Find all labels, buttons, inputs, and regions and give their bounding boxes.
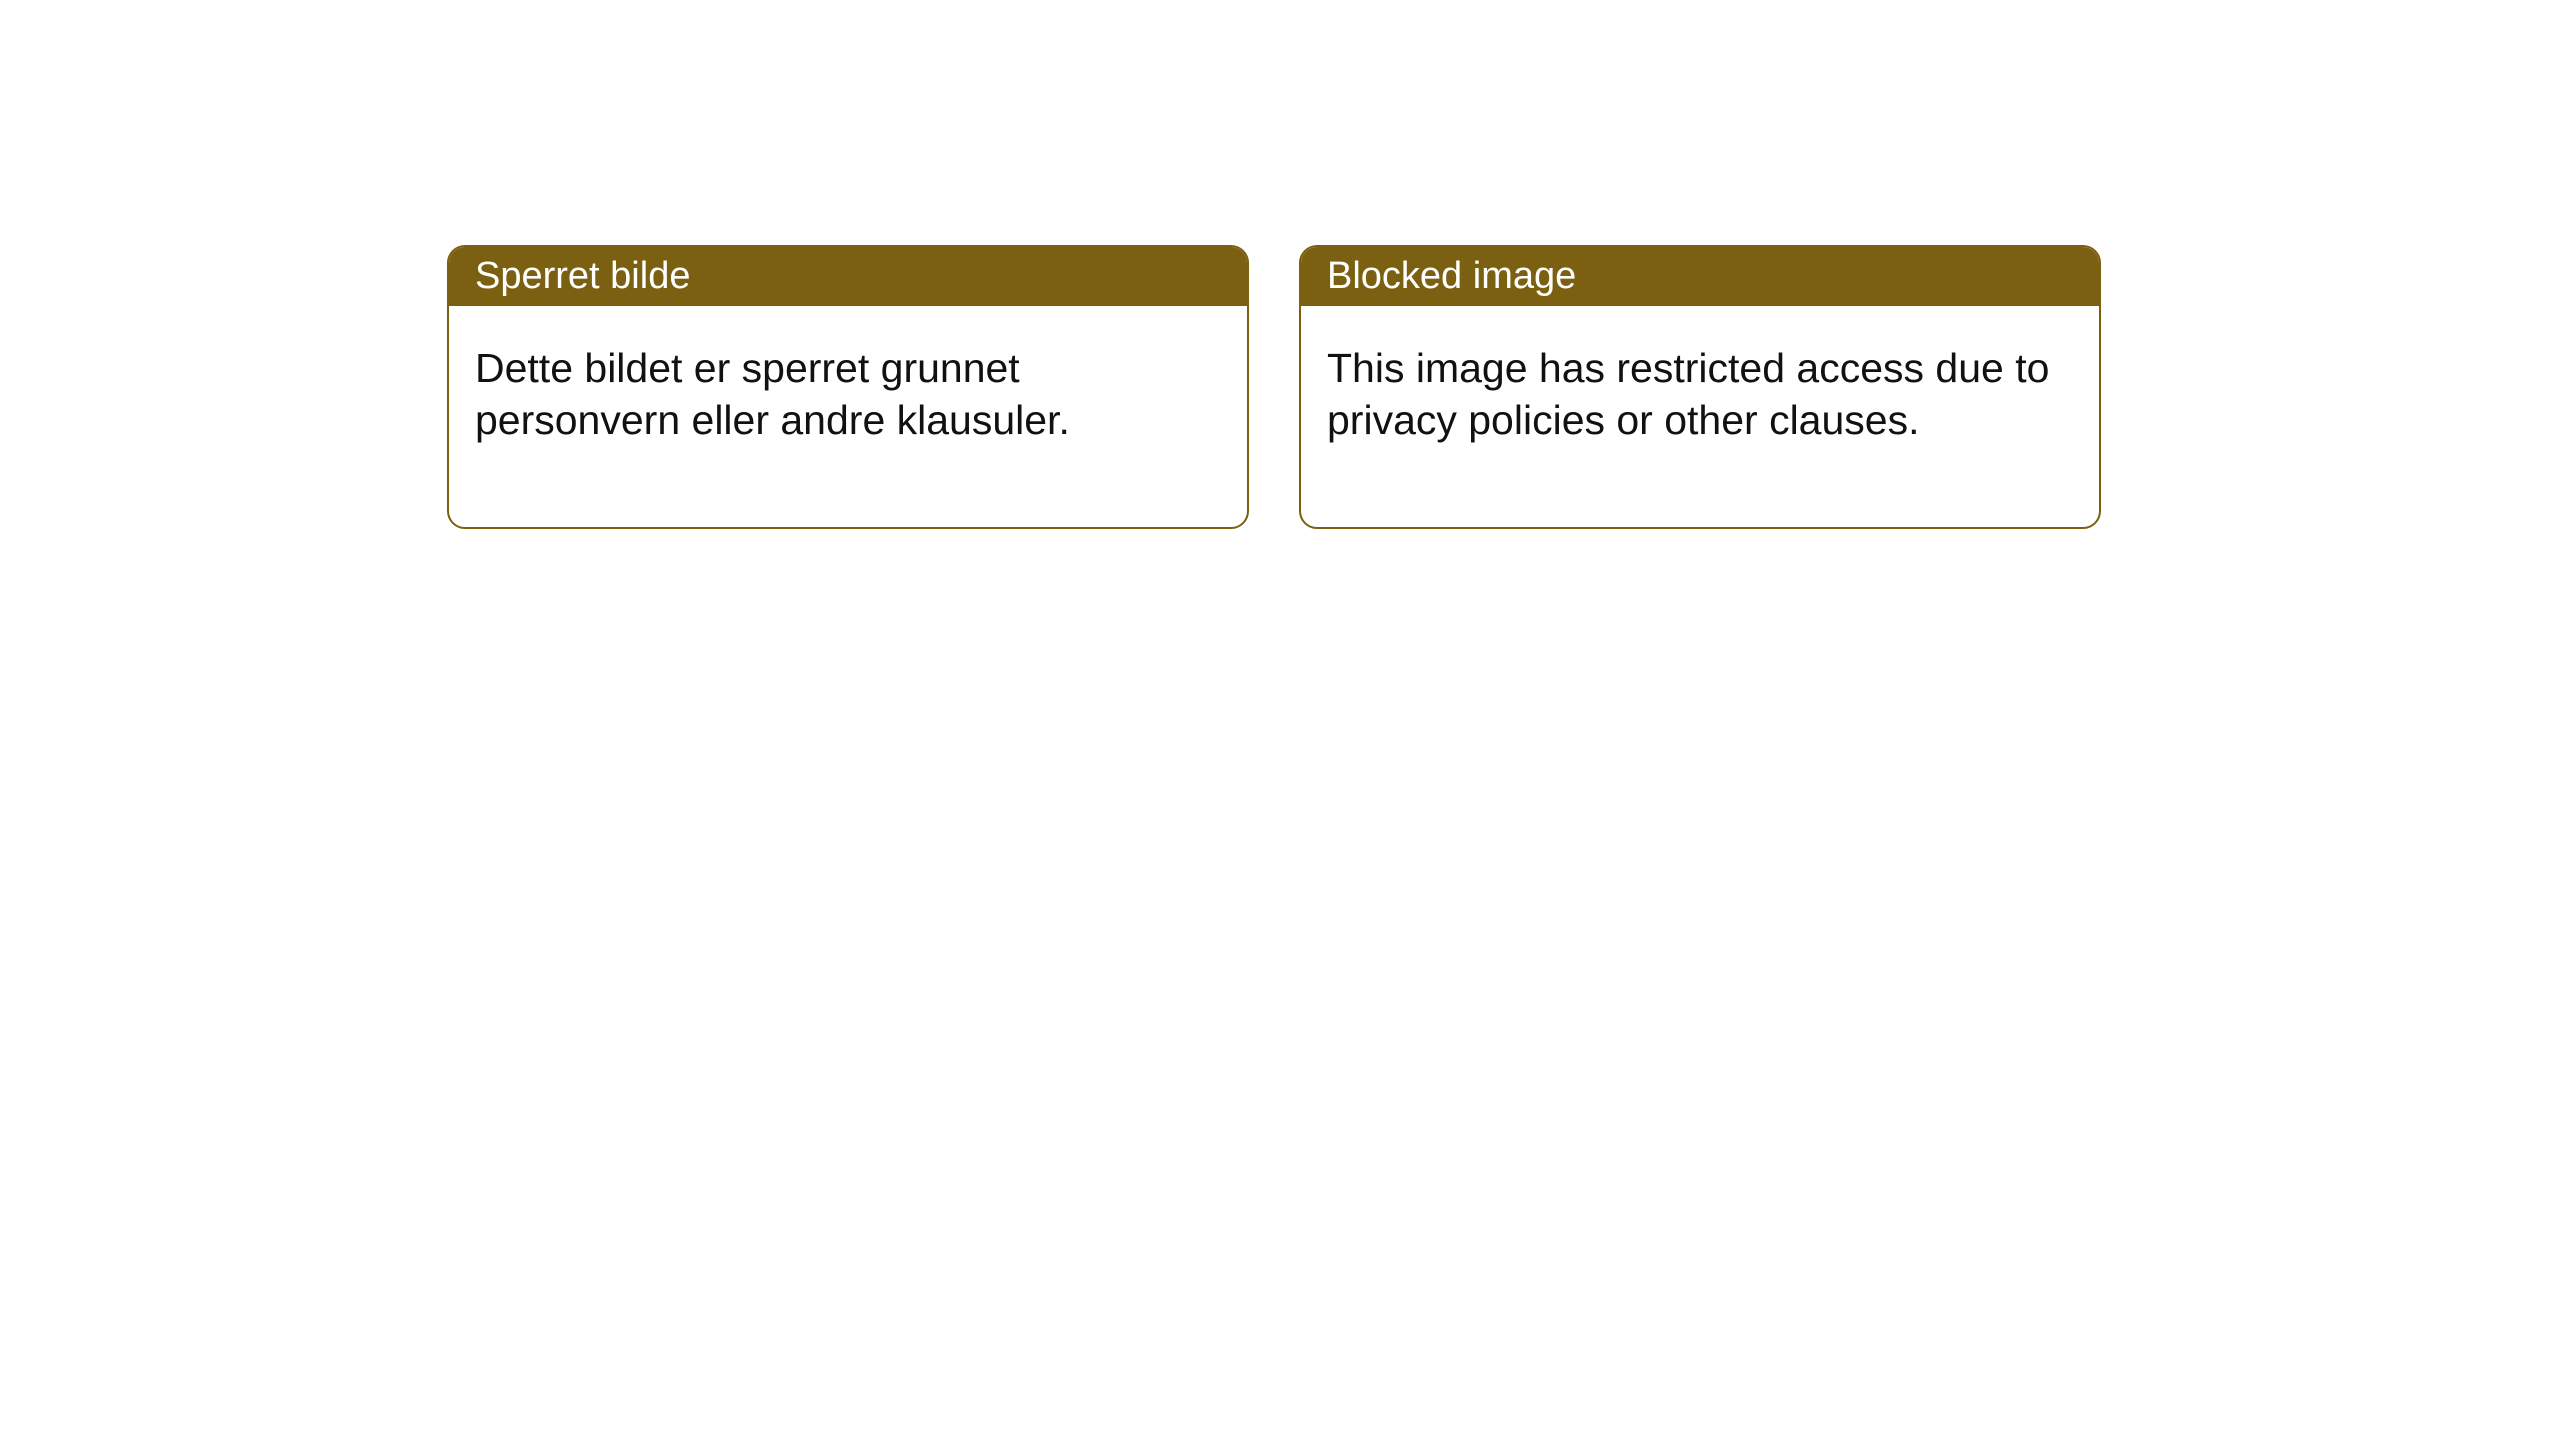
blocked-image-card-no: Sperret bilde Dette bildet er sperret gr… — [447, 245, 1249, 529]
card-body-no: Dette bildet er sperret grunnet personve… — [449, 306, 1247, 527]
card-title-en: Blocked image — [1301, 247, 2099, 306]
notice-container: Sperret bilde Dette bildet er sperret gr… — [0, 0, 2560, 529]
card-body-en: This image has restricted access due to … — [1301, 306, 2099, 527]
card-title-no: Sperret bilde — [449, 247, 1247, 306]
blocked-image-card-en: Blocked image This image has restricted … — [1299, 245, 2101, 529]
